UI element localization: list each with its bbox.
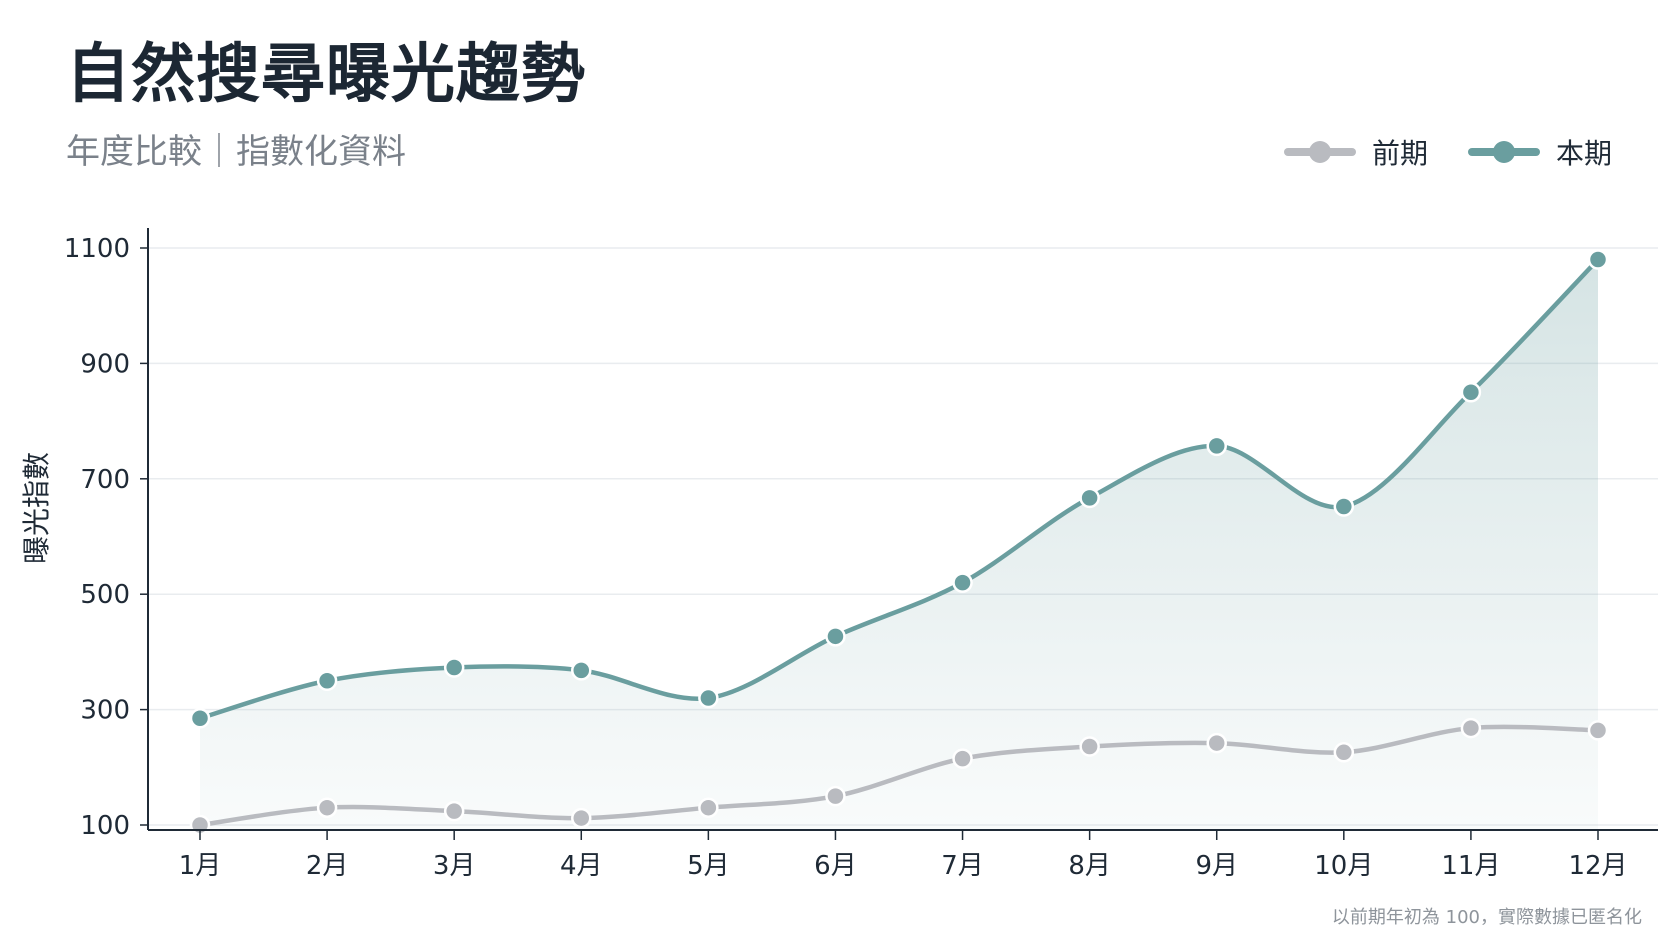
data-point bbox=[443, 657, 465, 678]
data-point bbox=[189, 708, 211, 729]
data-point bbox=[1460, 717, 1482, 739]
chart-subtitle: 年度比較｜指數化資料 bbox=[66, 132, 406, 172]
y-tick-label: 900 bbox=[80, 349, 130, 379]
y-tick-label: 1100 bbox=[64, 234, 130, 264]
data-point bbox=[952, 572, 973, 593]
chart-title: 自然搜尋曝光趨勢 bbox=[66, 38, 586, 112]
series-line-0 bbox=[197, 724, 1601, 828]
y-axis-title: 曝光指數 bbox=[20, 452, 53, 564]
data-point bbox=[825, 626, 846, 647]
data-point bbox=[1206, 732, 1227, 754]
x-tick-label: 5月 bbox=[687, 851, 730, 881]
x-tick-label: 6月 bbox=[814, 851, 857, 881]
data-point bbox=[1333, 496, 1355, 517]
data-point bbox=[952, 748, 973, 769]
x-tick-label: 7月 bbox=[941, 851, 984, 881]
x-tick-label: 3月 bbox=[433, 851, 476, 881]
data-point bbox=[1079, 736, 1100, 757]
data-point bbox=[1587, 720, 1609, 741]
data-point bbox=[316, 670, 338, 691]
data-point bbox=[316, 797, 338, 818]
data-point bbox=[825, 785, 846, 807]
y-tick-label: 300 bbox=[80, 696, 130, 726]
legend-label-current: 本期 bbox=[1555, 137, 1612, 170]
area-fill bbox=[200, 259, 1598, 830]
x-tick-label: 1月 bbox=[179, 851, 222, 881]
data-point bbox=[571, 660, 592, 681]
data-point bbox=[1587, 249, 1609, 270]
x-tick-label: 12月 bbox=[1568, 851, 1627, 881]
legend-swatch-previous bbox=[1283, 141, 1356, 163]
y-tick-label: 100 bbox=[80, 811, 130, 841]
x-tick-label: 8月 bbox=[1068, 851, 1111, 881]
footnote: 以前期年初為 100，實際數據已匿名化 bbox=[1331, 907, 1642, 928]
data-point bbox=[698, 687, 719, 709]
axis-labels: 100 300 500 700 900 1100 1月 2月 3月 4月 5月 6月 7月 8月 9月 10月… bbox=[20, 234, 1628, 881]
x-tick-label: 2月 bbox=[306, 851, 349, 881]
x-tick-label: 11月 bbox=[1441, 851, 1500, 881]
legend-swatch-current bbox=[1467, 141, 1540, 163]
data-point bbox=[571, 807, 592, 829]
data-point bbox=[1333, 742, 1355, 763]
legend: 前期 本期 bbox=[1283, 132, 1612, 172]
y-tick-label: 500 bbox=[80, 580, 130, 610]
data-point bbox=[1079, 487, 1100, 509]
y-tick-label: 700 bbox=[80, 465, 130, 495]
axes bbox=[140, 228, 1658, 840]
legend-item-previous: 前期 bbox=[1283, 132, 1428, 172]
series-points bbox=[189, 249, 1609, 836]
data-point bbox=[698, 797, 719, 818]
x-tick-label: 9月 bbox=[1195, 851, 1238, 881]
data-point bbox=[443, 800, 465, 822]
x-tick-label: 4月 bbox=[560, 851, 603, 881]
data-point bbox=[1460, 382, 1482, 403]
x-tick-label: 10月 bbox=[1314, 851, 1373, 881]
series-area-1 bbox=[200, 259, 1598, 830]
legend-label-previous: 前期 bbox=[1371, 137, 1428, 170]
data-point bbox=[1206, 435, 1227, 457]
legend-item-current: 本期 bbox=[1467, 132, 1612, 172]
